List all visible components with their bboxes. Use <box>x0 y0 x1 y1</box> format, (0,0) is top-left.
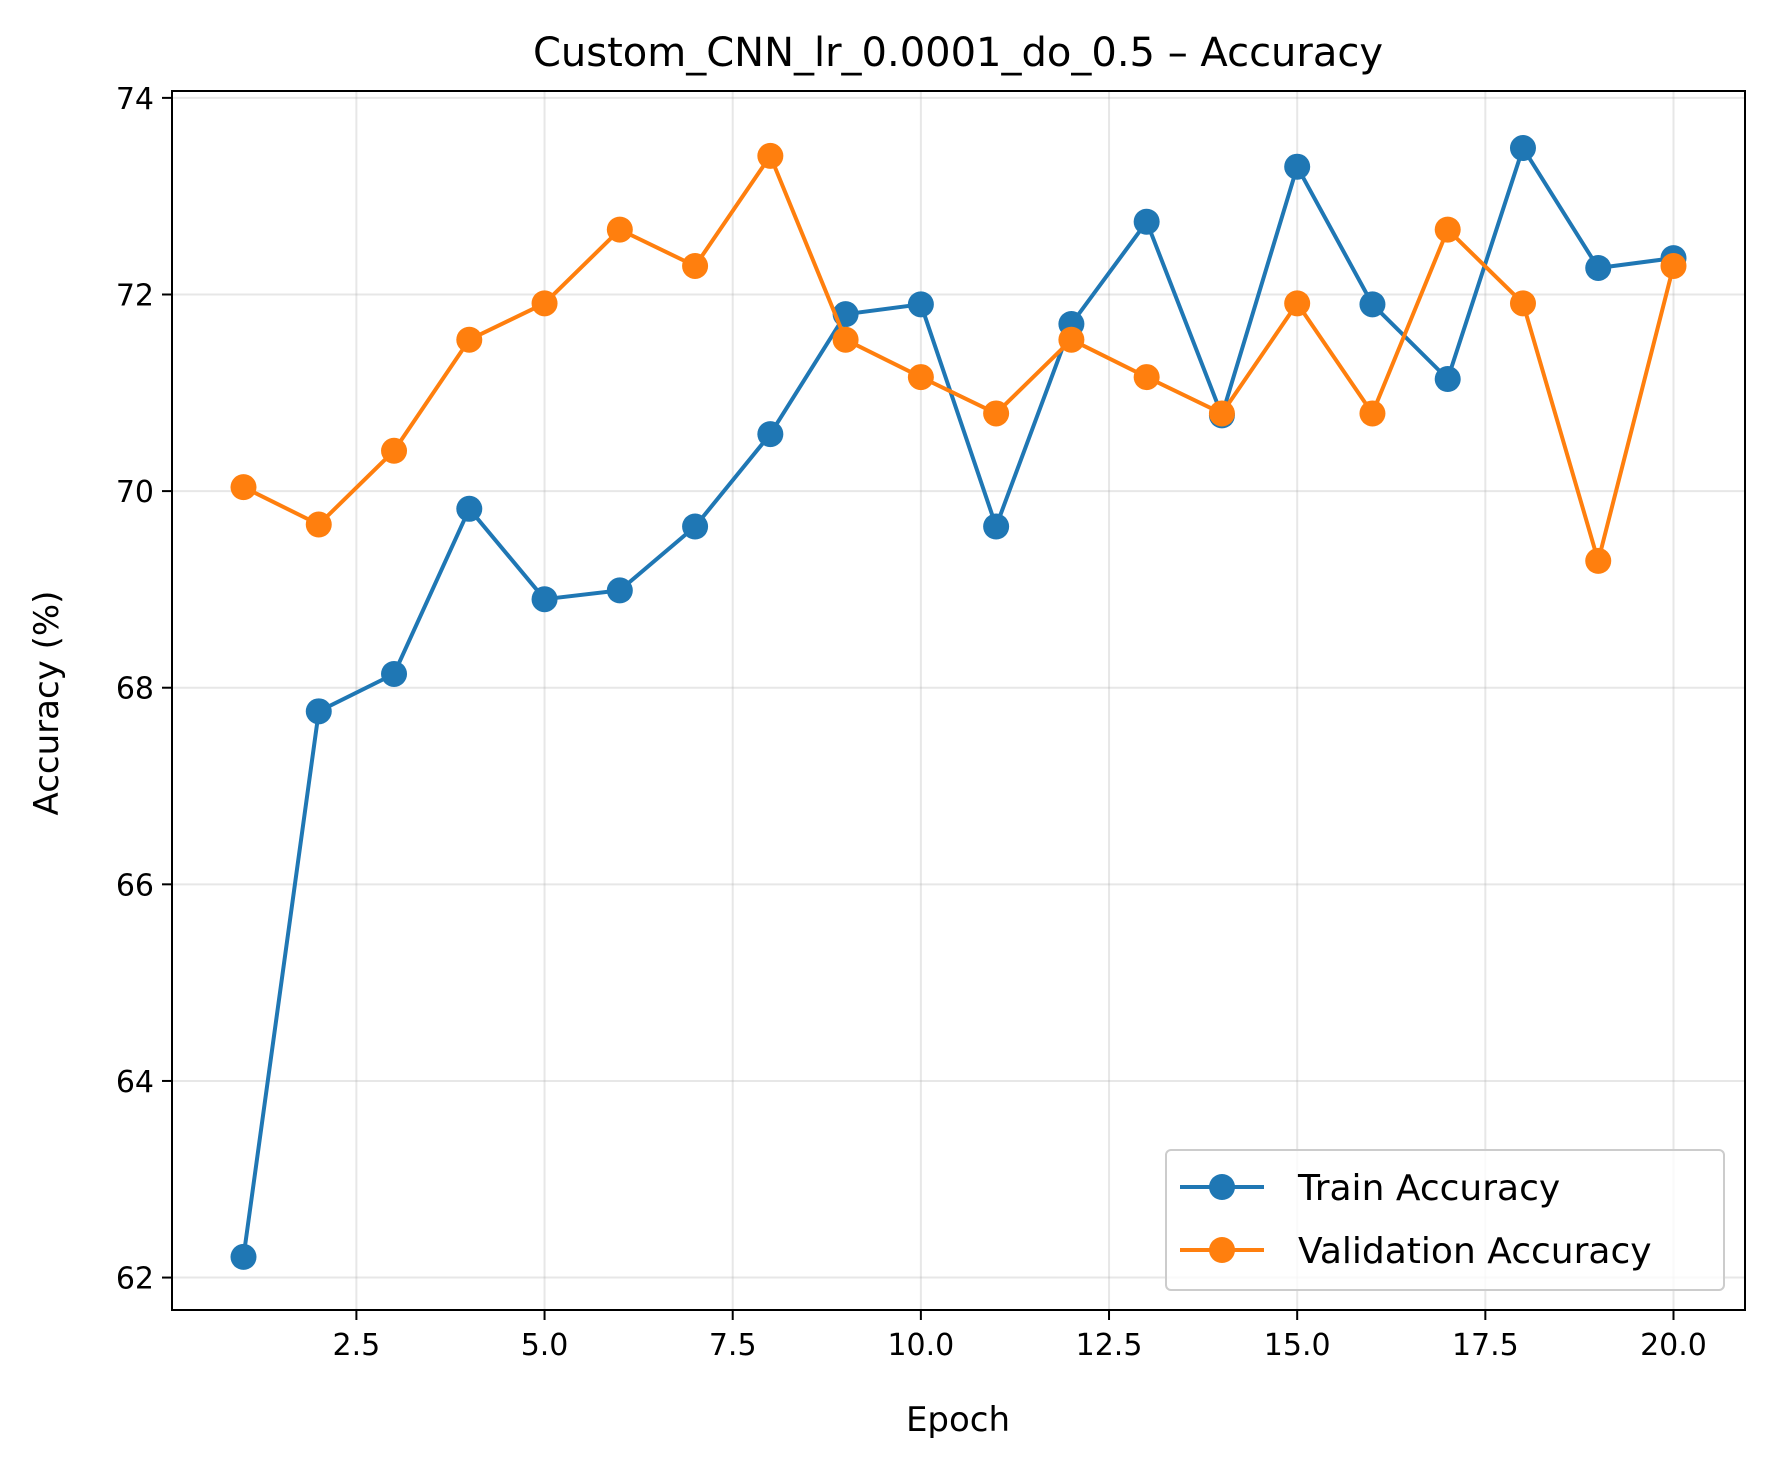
data-point-train <box>1509 135 1536 162</box>
y-tick-label: 72 <box>116 278 154 313</box>
legend-marker-train <box>1209 1174 1235 1200</box>
x-tick-label: 17.5 <box>1452 1328 1519 1363</box>
x-tick-label: 10.0 <box>887 1328 954 1363</box>
data-point-validation <box>1585 547 1612 574</box>
x-tick-label: 5.0 <box>521 1328 569 1363</box>
data-point-train <box>1359 291 1386 318</box>
y-tick-label: 64 <box>116 1065 154 1100</box>
data-point-validation <box>305 511 332 538</box>
data-point-validation <box>1133 364 1160 391</box>
chart-title: Custom_CNN_lr_0.0001_do_0.5 – Accuracy <box>533 30 1383 76</box>
x-tick-label: 12.5 <box>1076 1328 1143 1363</box>
x-tick-label: 7.5 <box>709 1328 757 1363</box>
data-point-train <box>531 586 558 613</box>
legend-marker-validation <box>1209 1237 1235 1263</box>
legend-box <box>1165 1149 1725 1291</box>
data-point-validation <box>381 437 408 464</box>
data-point-train <box>305 698 332 725</box>
data-point-train <box>1585 254 1612 281</box>
data-point-validation <box>1509 290 1536 317</box>
data-point-validation <box>832 326 859 353</box>
data-point-train <box>230 1243 257 1270</box>
data-point-train <box>1284 153 1311 180</box>
data-point-validation <box>1359 400 1386 427</box>
data-point-validation <box>230 474 257 501</box>
data-point-validation <box>682 252 709 279</box>
axis-ticks: 2.5 5.0 7.5 10.0 12.5 15.0 17.5 20.0 62 64 66 68 70 7… <box>116 82 1707 1363</box>
y-tick-label: 74 <box>116 82 154 117</box>
data-point-validation <box>1660 252 1687 279</box>
data-point-validation <box>456 326 483 353</box>
y-axis-label: Accuracy (%) <box>27 591 67 816</box>
data-point-validation <box>907 364 934 391</box>
data-point-validation <box>1434 216 1461 243</box>
legend-label-validation: Validation Accuracy <box>1298 1231 1652 1272</box>
data-point-train <box>1434 366 1461 393</box>
series-layer <box>230 135 1687 1270</box>
data-point-validation <box>1284 290 1311 317</box>
series-line-train <box>241 146 1674 1258</box>
data-point-train <box>983 513 1010 540</box>
data-point-validation <box>757 142 784 169</box>
y-tick-label: 62 <box>116 1262 154 1297</box>
series-line-validation <box>242 153 1676 563</box>
x-axis-label: Epoch <box>906 1400 1010 1440</box>
y-tick-label: 66 <box>116 868 154 903</box>
data-point-validation <box>1208 400 1235 427</box>
legend: Train Accuracy Validation Accuracy <box>1165 1149 1725 1291</box>
data-point-validation <box>531 290 558 317</box>
plot-frame <box>171 90 1746 1311</box>
grid <box>172 91 1745 1310</box>
x-tick-label: 2.5 <box>333 1328 381 1363</box>
data-point-train <box>757 421 784 448</box>
data-point-validation <box>983 400 1010 427</box>
data-point-train <box>381 660 408 687</box>
x-tick-label: 20.0 <box>1640 1328 1707 1363</box>
x-tick-label: 15.0 <box>1264 1328 1331 1363</box>
data-point-train <box>1133 208 1160 235</box>
y-tick-label: 70 <box>116 475 154 510</box>
legend-label-train: Train Accuracy <box>1297 1168 1560 1209</box>
data-point-train <box>606 577 633 604</box>
data-point-validation <box>1058 326 1085 353</box>
data-point-train <box>682 513 709 540</box>
data-point-validation <box>606 216 633 243</box>
y-tick-label: 68 <box>116 672 154 707</box>
data-point-train <box>456 495 483 522</box>
data-point-train <box>907 291 934 318</box>
